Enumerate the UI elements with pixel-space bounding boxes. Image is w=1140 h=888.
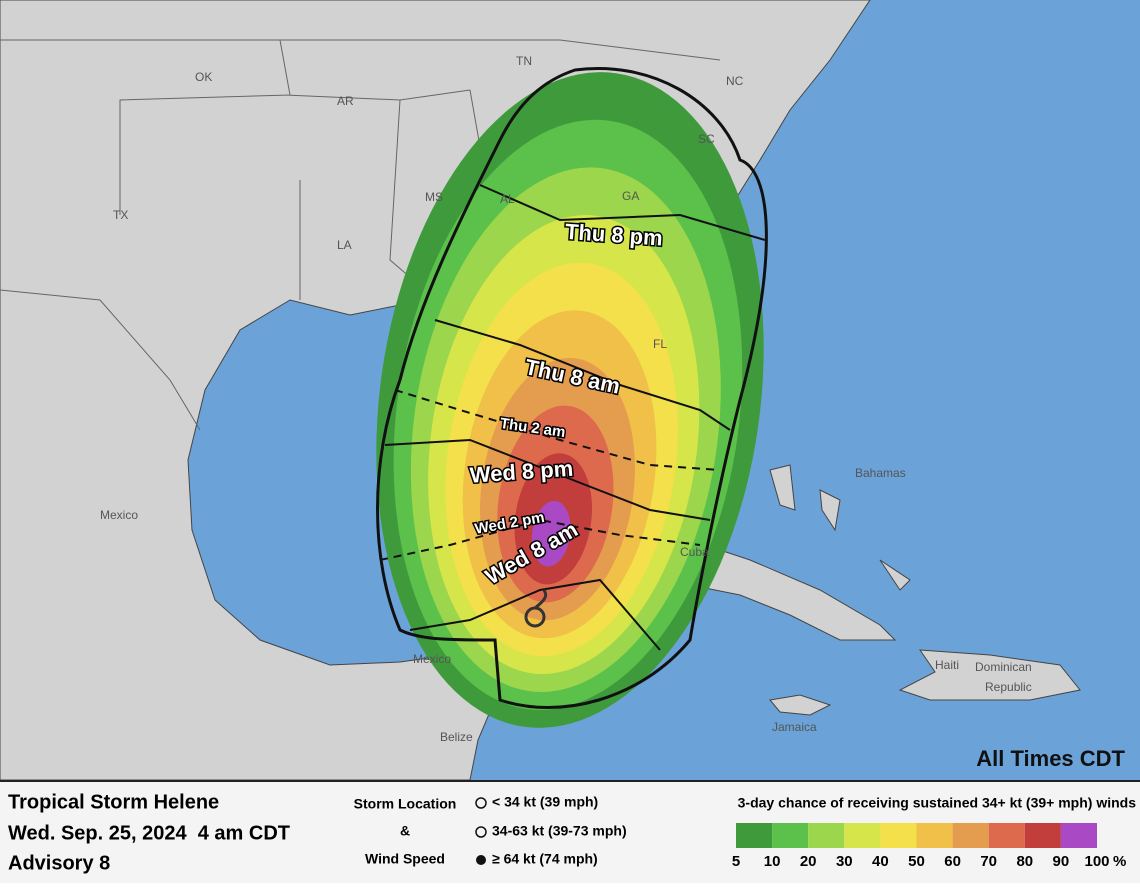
time-lines <box>379 184 766 651</box>
legend-tick-label: 80 <box>1016 853 1033 870</box>
legend-title: 3-day chance of receiving sustained 34+ … <box>738 795 1137 811</box>
cone-outline <box>376 67 768 709</box>
state-label: LA <box>337 238 352 252</box>
jamaica <box>769 694 832 716</box>
legend-swatch <box>736 823 773 848</box>
key-title: & <box>400 823 410 839</box>
legend-swatch <box>1060 823 1097 848</box>
legend-tick-label: 90 <box>1053 853 1070 870</box>
legend-swatch <box>988 823 1025 848</box>
legend-tick-label: 10 <box>764 853 781 870</box>
country-label: Republic <box>985 680 1032 694</box>
legend-swatch <box>808 823 845 848</box>
state-label: TN <box>516 54 532 68</box>
probability-cone <box>376 72 764 728</box>
key-title: Wind Speed <box>365 851 445 867</box>
cone-band <box>531 500 571 567</box>
legend-tick-label: 20 <box>800 853 817 870</box>
storm-name: Tropical Storm Helene <box>8 791 219 813</box>
legend-swatch <box>916 823 953 848</box>
bahamas-islands <box>769 464 911 591</box>
state-label: SC <box>698 132 715 146</box>
legend-tick-label: 60 <box>944 853 961 870</box>
key-icon <box>475 826 487 838</box>
legend: 5 10 20 30 40 50 60 70 80 90 100% <box>732 823 1126 870</box>
legend-swatch <box>880 823 917 848</box>
country-label: Haiti <box>935 658 959 672</box>
legend-swatch <box>952 823 989 848</box>
legend-swatch <box>844 823 881 848</box>
key-icon <box>476 855 486 865</box>
state-label: OK <box>195 70 212 84</box>
legend-tick-label: 40 <box>872 853 889 870</box>
advisory-number: Advisory 8 <box>8 852 110 874</box>
state-label: AR <box>337 94 354 108</box>
key-title: Storm Location <box>354 796 457 812</box>
state-label: GA <box>622 189 639 203</box>
legend-unit: % <box>1113 853 1126 870</box>
legend-tick-label: 100 <box>1084 853 1109 870</box>
advisory-date: Wed. Sep. 25, 2024 4 am CDT <box>8 822 290 844</box>
country-label: Mexico <box>100 508 138 522</box>
legend-swatch <box>772 823 809 848</box>
state-label: FL <box>653 337 667 351</box>
country-label: Bahamas <box>855 466 906 480</box>
key-label: < 34 kt (39 mph) <box>492 794 598 810</box>
country-label: Jamaica <box>772 720 817 734</box>
country-label: Cuba <box>680 545 709 559</box>
legend-swatch <box>1024 823 1061 848</box>
legend-tick-label: 70 <box>980 853 997 870</box>
legend-tick-label: 5 <box>732 853 740 870</box>
storm-symbol <box>524 589 548 628</box>
time-note: All Times CDT <box>976 746 1125 771</box>
state-label: MS <box>425 190 443 204</box>
country-label: Mexico <box>413 652 451 666</box>
key-icon <box>475 797 487 809</box>
country-label: Dominican <box>975 660 1032 674</box>
country-label: Belize <box>440 730 473 744</box>
legend-tick-label: 30 <box>836 853 853 870</box>
state-label: NC <box>726 74 744 88</box>
state-label: AL <box>500 192 515 206</box>
hispaniola <box>898 649 1081 701</box>
key-label: 34-63 kt (39-73 mph) <box>492 823 627 839</box>
key-label: ≥ 64 kt (74 mph) <box>492 851 598 867</box>
legend-tick-label: 50 <box>908 853 925 870</box>
state-label: TX <box>113 208 128 222</box>
